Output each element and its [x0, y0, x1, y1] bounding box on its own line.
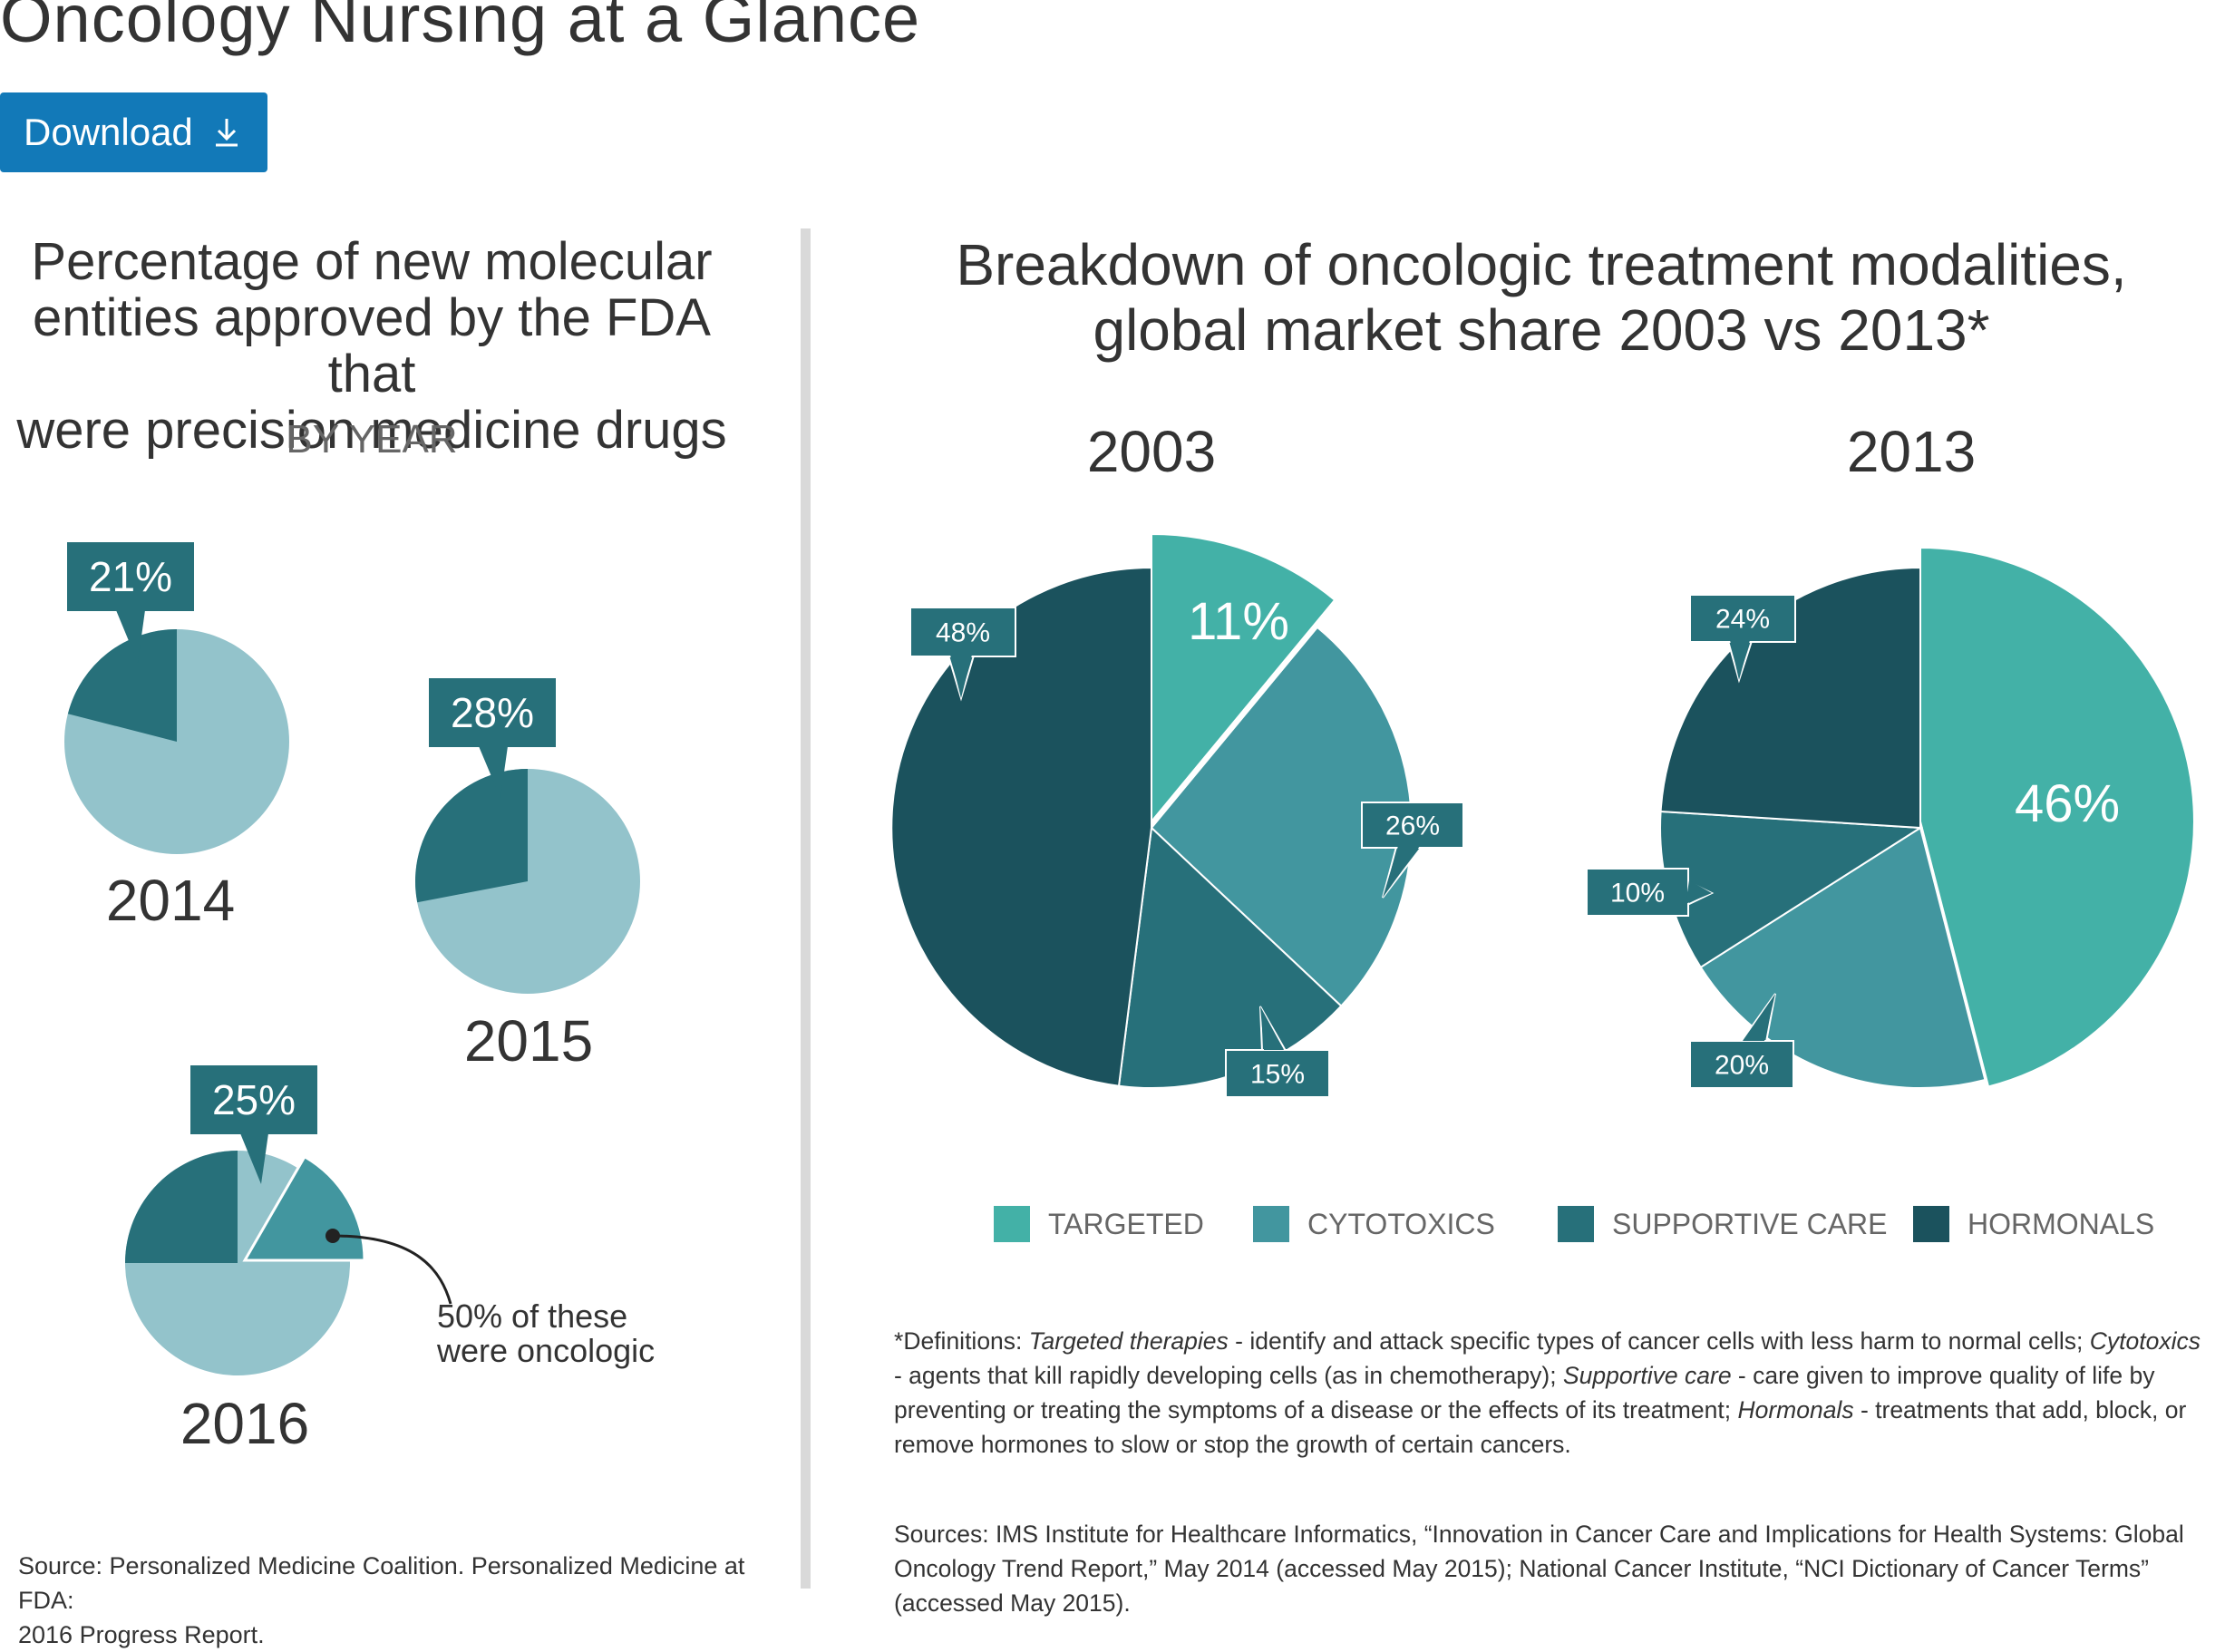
- callout-pointer: [479, 746, 508, 798]
- callout-box: [1225, 1049, 1330, 1098]
- legend-swatch: [1253, 1206, 1289, 1242]
- right-sources: Sources: IMS Institute for Healthcare In…: [894, 1521, 2184, 1617]
- legend-item-hormonals: HORMONALS: [1913, 1206, 2154, 1242]
- data-label-callout: 28%: [429, 678, 556, 798]
- pie-slice-2003: [1151, 532, 1336, 824]
- callout-pointer-fill: [1743, 994, 1775, 1041]
- pie-slice-2003: [890, 566, 1152, 1087]
- right-heading-line: global market share 2003 vs 2013*: [1093, 297, 1990, 363]
- legend-label: CYTOTOXICS: [1307, 1207, 1495, 1240]
- hormonals-def: - treatments that add, block, or remove …: [894, 1396, 2187, 1458]
- left-heading-line: were precision medicine drugs: [16, 401, 727, 460]
- callout-label: 28%: [451, 689, 534, 736]
- by-year-subheading: BY YEAR: [286, 417, 458, 462]
- callout-pointer-fill: [1730, 640, 1750, 680]
- pie-slice-2013: [1699, 826, 1987, 1090]
- right-heading-line: Breakdown of oncologic treatment modalit…: [956, 232, 2127, 297]
- legend-swatch: [1913, 1206, 1949, 1242]
- hormonals-term: Hormonals: [1737, 1396, 1854, 1424]
- data-label-2003-targeted: 11%: [1188, 592, 1289, 651]
- legend-swatch: [1558, 1206, 1594, 1242]
- pie-slice-2013: [1919, 546, 2195, 1088]
- callout-pointer-fill: [950, 655, 972, 698]
- data-label-callout-2003-supportive: 15%: [1225, 1006, 1330, 1098]
- download-label: Download: [24, 111, 193, 153]
- left-chart-heading: Percentage of new molecular entities app…: [0, 234, 743, 459]
- legend-label: HORMONALS: [1968, 1207, 2155, 1240]
- data-label-callout: 25%: [190, 1065, 317, 1184]
- legend-label: SUPPORTIVE CARE: [1612, 1207, 1888, 1240]
- legend-label: TARGETED: [1048, 1207, 1204, 1240]
- callout-pointer: [116, 610, 145, 663]
- pie-year-label-2013: 2013: [1847, 419, 1976, 484]
- callout-box: [1689, 1040, 1794, 1089]
- annotation-leader-line: [332, 1234, 452, 1305]
- callout-label: 21%: [89, 553, 172, 600]
- callout-label: 15%: [1250, 1060, 1305, 1090]
- left-heading-line: Percentage of new molecular: [31, 232, 713, 291]
- definitions-prefix: *Definitions:: [894, 1327, 1029, 1355]
- callout-pointer-fill: [1686, 880, 1712, 904]
- legend-item-cytotoxics: CYTOTOXICS: [1253, 1206, 1495, 1242]
- callout-box: [67, 542, 194, 611]
- callout-pointer-fill: [1260, 1006, 1284, 1050]
- callout-label: 10%: [1610, 879, 1665, 909]
- data-label-2013-targeted: 46%: [2015, 774, 2120, 833]
- data-label-callout-2013-cytotoxics: 20%: [1689, 993, 1794, 1089]
- pie-year-label: 2015: [464, 1008, 593, 1074]
- oncologic-note: 50% of these were oncologic: [437, 1299, 655, 1368]
- data-label-callout-2003-hormonals: 48%: [909, 607, 1016, 702]
- cytotoxics-def: - agents that kill rapidly developing ce…: [894, 1362, 1563, 1389]
- data-label-callout-2003-cytotoxics: 26%: [1361, 802, 1464, 899]
- oncologic-note-line: were oncologic: [437, 1332, 656, 1369]
- supportive-term: Supportive care: [1562, 1362, 1732, 1389]
- pie-year-label: 2014: [106, 868, 235, 933]
- charts-canvas: 21% 2014 28% 2015 25% 2016 2003 11% 26% 15% 48% 201…: [64, 419, 2195, 1456]
- panel-divider: [801, 228, 811, 1589]
- download-button[interactable]: Download: [0, 92, 267, 172]
- legend-item-targeted: TARGETED: [994, 1206, 1204, 1242]
- pie-slice-precision: [125, 1151, 238, 1263]
- pie-year-label: 2016: [180, 1391, 309, 1456]
- callout-box: [1689, 594, 1796, 643]
- callout-label: 20%: [1715, 1051, 1769, 1081]
- definitions: *Definitions: Targeted therapies - ident…: [894, 1324, 2204, 1462]
- callout-box: [909, 607, 1016, 657]
- page-title: Oncology Nursing at a Glance: [0, 0, 921, 56]
- callout-label: 24%: [1715, 605, 1770, 635]
- callout-box: [190, 1065, 317, 1134]
- callout-pointer-fill: [1383, 846, 1420, 898]
- data-label-callout-2013-supportive: 10%: [1586, 868, 1715, 917]
- oncologic-note-line: 50% of these: [437, 1297, 628, 1335]
- data-label-callout-2013-hormonals: 24%: [1689, 594, 1796, 684]
- callout-label: 26%: [1385, 811, 1440, 841]
- left-source-line: Source: Personalized Medicine Coalition.…: [18, 1552, 745, 1614]
- callout-box: [429, 678, 556, 747]
- legend-item-supportive-care: SUPPORTIVE CARE: [1558, 1206, 1887, 1242]
- targeted-def: - identify and attack specific types of …: [1228, 1327, 2090, 1355]
- left-source-line: 2016 Progress Report.: [18, 1621, 265, 1648]
- left-heading-line: entities approved by the FDA that: [33, 288, 711, 403]
- download-icon: [215, 119, 238, 147]
- supportive-def: - care given to improve quality of life …: [894, 1362, 2155, 1424]
- callout-label: 25%: [212, 1076, 296, 1123]
- targeted-term: Targeted therapies: [1028, 1327, 1229, 1355]
- data-label-callout: 21%: [67, 542, 194, 663]
- pie-slice-precision: [67, 629, 177, 742]
- pie-slice-precision: [415, 769, 528, 903]
- cytotoxics-term: Cytotoxics: [2089, 1327, 2201, 1355]
- right-chart-heading: Breakdown of oncologic treatment modalit…: [907, 232, 2176, 363]
- pie-year-label-2003: 2003: [1087, 419, 1216, 484]
- annotation-dot: [325, 1229, 340, 1243]
- legend-swatch: [994, 1206, 1030, 1242]
- callout-pointer: [240, 1133, 268, 1184]
- callout-label: 48%: [936, 618, 990, 648]
